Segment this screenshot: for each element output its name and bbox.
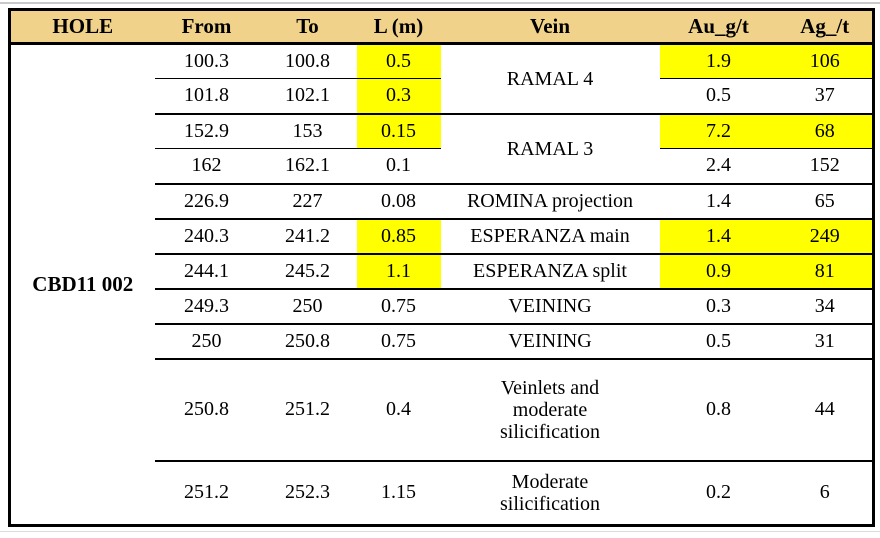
ag-cell: 249 [777,217,874,254]
au-cell: 0.8 [659,357,778,461]
table-row: 250.8 251.2 0.4 Veinlets and moderate si… [10,357,874,461]
col-header-hole: HOLE [9,9,155,44]
length-cell: 0.08 [356,182,441,219]
to-cell: 102.1 [258,78,357,114]
ag-cell: 6 [777,459,874,526]
ag-cell: 152 [777,148,874,184]
au-cell: 1.4 [659,217,778,254]
to-cell: 251.2 [258,357,357,461]
col-header-vein: Vein [440,9,660,44]
length-cell: 1.1 [356,252,441,289]
au-cell: 0.5 [659,78,778,114]
table-row: 249.3 250 0.75 VEINING 0.3 34 [10,287,874,324]
from-cell: 251.2 [154,459,259,526]
ag-cell: 34 [777,287,874,324]
table-header-row: HOLE From To L (m) Vein Au_g/t Ag_/t [9,9,874,44]
to-cell: 250 [258,287,357,324]
to-cell: 241.2 [258,217,357,254]
vein-cell: RAMAL 3 [440,112,660,184]
table-row: 250 250.8 0.75 VEINING 0.5 31 [10,322,874,359]
length-cell: 0.4 [356,357,441,461]
table-row: 152.9 153 0.15 RAMAL 3 7.2 68 [10,112,874,184]
col-header-ag: Ag_/t [777,9,874,44]
vein-cell: RAMAL 4 [440,42,660,114]
to-cell: 100.8 [258,42,357,79]
to-cell: 250.8 [258,322,357,359]
length-cell: 0.75 [356,322,441,359]
to-cell: 227 [258,182,357,219]
length-cell: 1.15 [356,459,441,526]
ag-cell: 65 [777,182,874,219]
to-cell: 252.3 [258,459,357,526]
drill-results-table: HOLE From To L (m) Vein Au_g/t Ag_/t CBD… [8,8,875,527]
length-cell: 0.5 [356,42,441,79]
from-cell: 240.3 [154,217,259,254]
from-cell: 152.9 [154,112,259,149]
au-cell: 7.2 [659,112,778,149]
hole-id-cell: CBD11 002 [9,42,155,526]
from-cell: 101.8 [154,78,259,114]
top-divider [0,2,880,4]
from-cell: 250 [154,322,259,359]
vein-cell: Veinlets and moderate silicification [440,357,660,461]
au-cell: 0.3 [659,287,778,324]
table-row: 226.9 227 0.08 ROMINA projection 1.4 65 [10,182,874,219]
table-row: 251.2 252.3 1.15 Moderate silicification… [10,459,874,526]
col-header-length: L (m) [356,9,441,44]
length-cell: 0.15 [356,112,441,149]
from-cell: 250.8 [154,357,259,461]
table-row: CBD11 002 100.3 100.8 0.5 RAMAL 4 1.9 10… [9,42,874,526]
au-cell: 0.2 [659,459,778,526]
ag-cell: 44 [777,357,874,461]
vein-cell: ROMINA projection [440,182,660,219]
to-cell: 162.1 [258,148,357,184]
from-cell: 249.3 [154,287,259,324]
au-cell: 2.4 [659,148,778,184]
au-cell: 1.4 [659,182,778,219]
ag-cell: 37 [777,78,874,114]
vein-cell: VEINING [440,322,660,359]
au-cell: 1.9 [659,42,778,79]
col-header-to: To [258,9,357,44]
to-cell: 245.2 [258,252,357,289]
length-cell: 0.85 [356,217,441,254]
ag-cell: 81 [777,252,874,289]
table-row: 244.1 245.2 1.1 ESPERANZA split 0.9 81 [10,252,874,289]
ag-cell: 31 [777,322,874,359]
table-row: 240.3 241.2 0.85 ESPERANZA main 1.4 249 [10,217,874,254]
bottom-divider [0,531,880,532]
col-header-from: From [154,9,259,44]
ag-cell: 106 [777,42,874,79]
table-row: 162 162.1 0.1 2.4 152 [10,148,874,184]
length-cell: 0.3 [356,78,441,114]
from-cell: 162 [154,148,259,184]
from-cell: 226.9 [154,182,259,219]
length-cell: 0.75 [356,287,441,324]
table-row: 101.8 102.1 0.3 0.5 37 [10,78,874,114]
au-cell: 0.5 [659,322,778,359]
vein-cell: ESPERANZA split [440,252,660,289]
length-cell: 0.1 [356,148,441,184]
col-header-au: Au_g/t [659,9,778,44]
vein-cell: ESPERANZA main [440,217,660,254]
ag-cell: 68 [777,112,874,149]
vein-cell: Moderate silicification [440,459,660,526]
vein-cell: VEINING [440,287,660,324]
from-cell: 244.1 [154,252,259,289]
to-cell: 153 [258,112,357,149]
from-cell: 100.3 [154,42,259,79]
au-cell: 0.9 [659,252,778,289]
